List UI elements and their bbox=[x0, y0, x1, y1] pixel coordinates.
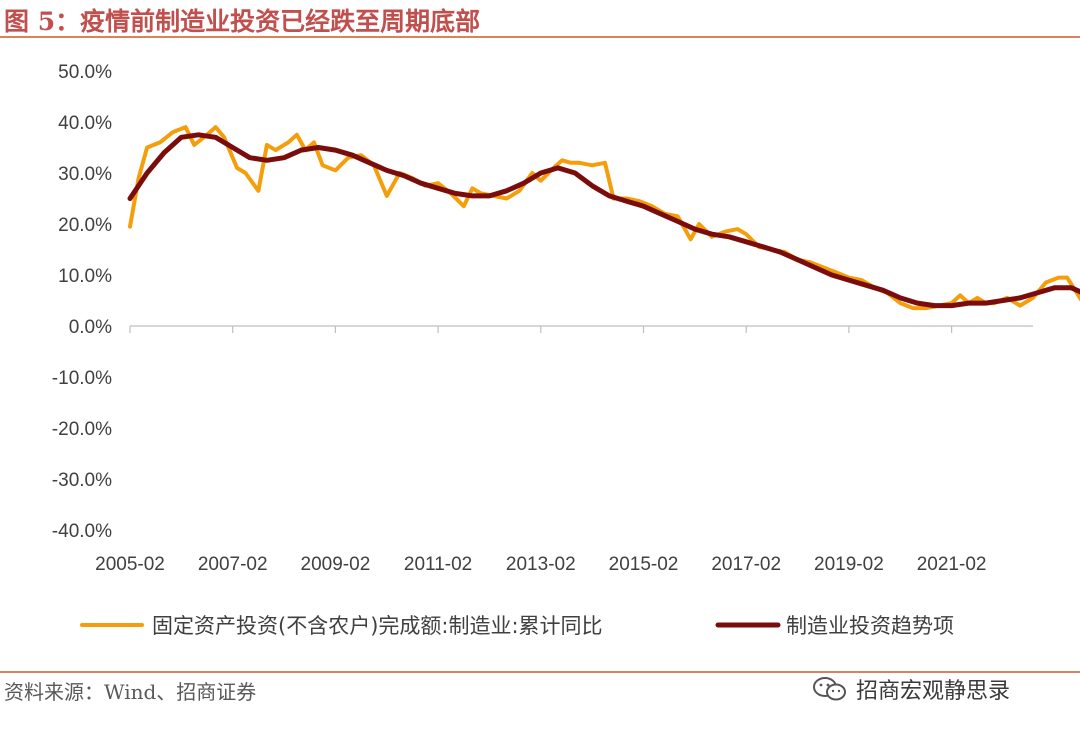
series-layer bbox=[127, 125, 1080, 311]
watermark: 招商宏观静思录 bbox=[810, 673, 1010, 705]
y-axis-labels: 50.0% 40.0% 30.0% 20.0% 10.0% 0.0% -10.0% -20.0… bbox=[52, 62, 112, 542]
x-tick-label: 2013-02 bbox=[506, 554, 576, 575]
x-tick-label: 2017-02 bbox=[711, 554, 781, 575]
x-tick-label: 2015-02 bbox=[609, 554, 679, 575]
x-tick-label: 2021-02 bbox=[917, 554, 987, 575]
series-line-2 bbox=[127, 132, 1080, 309]
y-tick-label: 30.0% bbox=[58, 164, 112, 185]
title-divider bbox=[0, 36, 1080, 38]
y-tick-label: 20.0% bbox=[58, 215, 112, 236]
x-axis-ticks bbox=[129, 326, 953, 333]
y-tick-label: 40.0% bbox=[58, 113, 112, 134]
x-tick-label: 2019-02 bbox=[814, 554, 884, 575]
y-tick-label: -40.0% bbox=[52, 521, 112, 542]
y-tick-label: 10.0% bbox=[58, 266, 112, 287]
legend-label-1: 固定资产投资(不含农户)完成额:制造业:累计同比 bbox=[152, 614, 603, 638]
y-tick-label: 0.0% bbox=[69, 317, 112, 338]
legend: 固定资产投资(不含农户)完成额:制造业:累计同比 制造业投资趋势项 bbox=[80, 614, 954, 638]
y-tick-label: 50.0% bbox=[58, 62, 112, 83]
x-tick-label: 2011-02 bbox=[404, 554, 472, 575]
x-tick-label: 2007-02 bbox=[198, 554, 268, 575]
x-axis-labels: 2005-02 2007-02 2009-02 2011-02 2013-02 2015-… bbox=[95, 554, 986, 575]
legend-label-2: 制造业投资趋势项 bbox=[786, 614, 954, 638]
x-tick-label: 2009-02 bbox=[301, 554, 371, 575]
line-chart: 50.0% 40.0% 30.0% 20.0% 10.0% 0.0% -10.0% -20.0… bbox=[52, 62, 1080, 638]
y-tick-label: -10.0% bbox=[52, 368, 112, 389]
y-tick-label: -20.0% bbox=[52, 419, 112, 440]
figure-title: 图 5：疫情前制造业投资已经跌至周期底部 bbox=[4, 7, 481, 36]
footer-divider bbox=[0, 671, 1080, 673]
wechat-icon bbox=[813, 677, 846, 701]
watermark-text: 招商宏观静思录 bbox=[856, 679, 1011, 704]
x-tick-label: 2005-02 bbox=[95, 554, 165, 575]
source-note: 资料来源：Wind、招商证券 bbox=[4, 680, 257, 704]
y-tick-label: -30.0% bbox=[52, 470, 112, 491]
